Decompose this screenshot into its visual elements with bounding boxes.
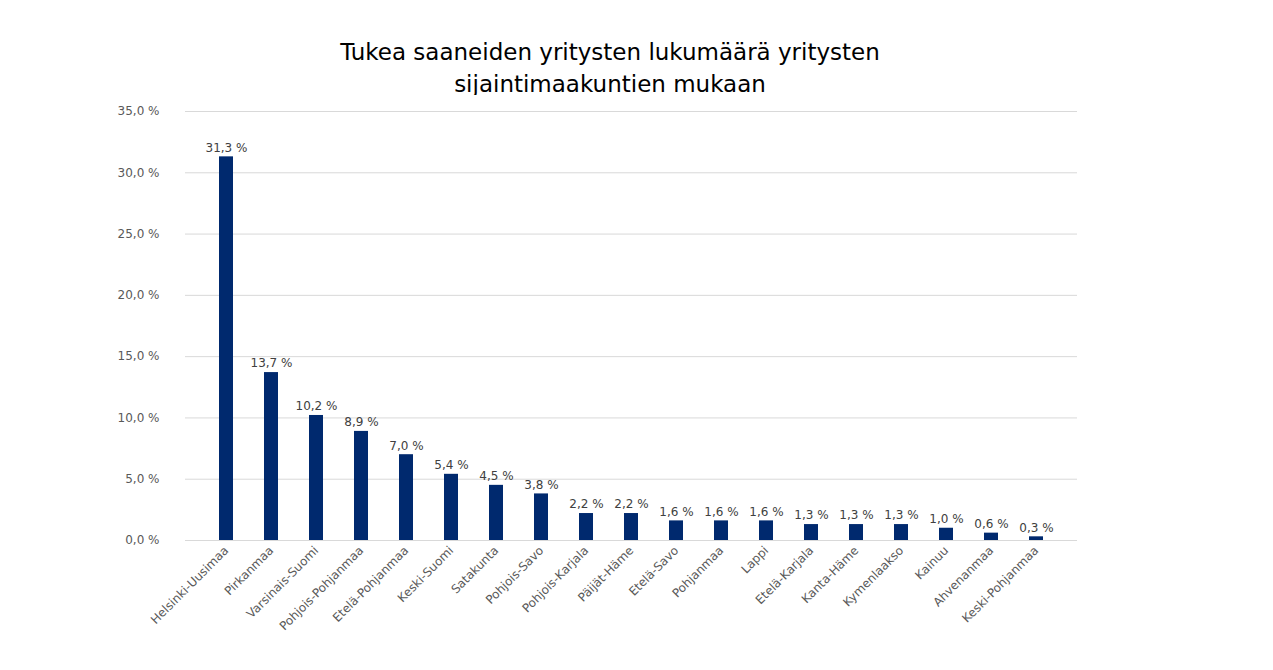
svg-text:Pohjanmaa: Pohjanmaa <box>669 543 726 600</box>
svg-text:Ahvenanmaa: Ahvenanmaa <box>930 543 997 610</box>
svg-text:15,0 %: 15,0 % <box>118 349 160 363</box>
svg-text:2,2 %: 2,2 % <box>614 497 648 511</box>
svg-text:Varsinais-Suomi: Varsinais-Suomi <box>243 543 322 621</box>
svg-text:13,7 %: 13,7 % <box>251 356 293 370</box>
svg-text:10,2 %: 10,2 % <box>296 399 338 413</box>
svg-text:Pohjois-Pohjanmaa: Pohjois-Pohjanmaa <box>277 543 367 633</box>
svg-text:5,0 %: 5,0 % <box>125 472 159 486</box>
svg-text:Pohjois-Karjala: Pohjois-Karjala <box>519 543 591 615</box>
svg-text:1,0 %: 1,0 % <box>929 512 963 526</box>
svg-text:Lappi: Lappi <box>738 543 771 576</box>
svg-text:35,0 %: 35,0 % <box>118 104 160 118</box>
svg-text:Keski-Suomi: Keski-Suomi <box>395 543 457 605</box>
svg-text:7,0 %: 7,0 % <box>389 439 423 453</box>
svg-text:Etelä-Savo: Etelä-Savo <box>626 543 682 599</box>
svg-text:20,0 %: 20,0 % <box>118 288 160 302</box>
svg-text:31,3 %: 31,3 % <box>206 141 248 155</box>
svg-text:25,0 %: 25,0 % <box>118 227 160 241</box>
svg-text:Kymenlaakso: Kymenlaakso <box>840 543 906 609</box>
svg-text:Pohjois-Savo: Pohjois-Savo <box>482 543 547 607</box>
svg-text:1,6 %: 1,6 % <box>704 505 738 519</box>
svg-text:Päijät-Häme: Päijät-Häme <box>575 543 636 604</box>
svg-text:Pirkanmaa: Pirkanmaa <box>221 543 277 599</box>
svg-text:1,3 %: 1,3 % <box>884 508 918 522</box>
svg-text:8,9 %: 8,9 % <box>344 415 378 429</box>
svg-text:4,5 %: 4,5 % <box>479 469 513 483</box>
svg-text:2,2 %: 2,2 % <box>569 497 603 511</box>
svg-text:1,3 %: 1,3 % <box>794 508 828 522</box>
svg-text:Keski-Pohjanmaa: Keski-Pohjanmaa <box>959 543 1041 625</box>
svg-text:0,0 %: 0,0 % <box>125 533 159 547</box>
svg-text:0,6 %: 0,6 % <box>974 517 1008 531</box>
svg-text:1,3 %: 1,3 % <box>839 508 873 522</box>
svg-text:Helsinki-Uusimaa: Helsinki-Uusimaa <box>148 543 231 626</box>
svg-text:Satakunta: Satakunta <box>448 543 502 597</box>
svg-text:5,4 %: 5,4 % <box>434 458 468 472</box>
html-text:Tukea saaneiden yritysten luku: Tukea saaneiden yritysten lukumäärä yrit… <box>340 39 880 97</box>
svg-text:3,8 %: 3,8 % <box>524 478 558 492</box>
svg-text:Etelä-Karjala: Etelä-Karjala <box>752 543 817 608</box>
svg-text:30,0 %: 30,0 % <box>118 166 160 180</box>
svg-text:1,6 %: 1,6 % <box>659 505 693 519</box>
svg-text:Etelä-Pohjanmaa: Etelä-Pohjanmaa <box>330 543 411 624</box>
svg-text:Kainuu: Kainuu <box>912 543 951 582</box>
svg-text:10,0 %: 10,0 % <box>118 411 160 425</box>
svg-text:1,6 %: 1,6 % <box>749 505 783 519</box>
svg-text:0,3 %: 0,3 % <box>1019 521 1053 535</box>
svg-text:Kanta-Häme: Kanta-Häme <box>798 543 862 606</box>
